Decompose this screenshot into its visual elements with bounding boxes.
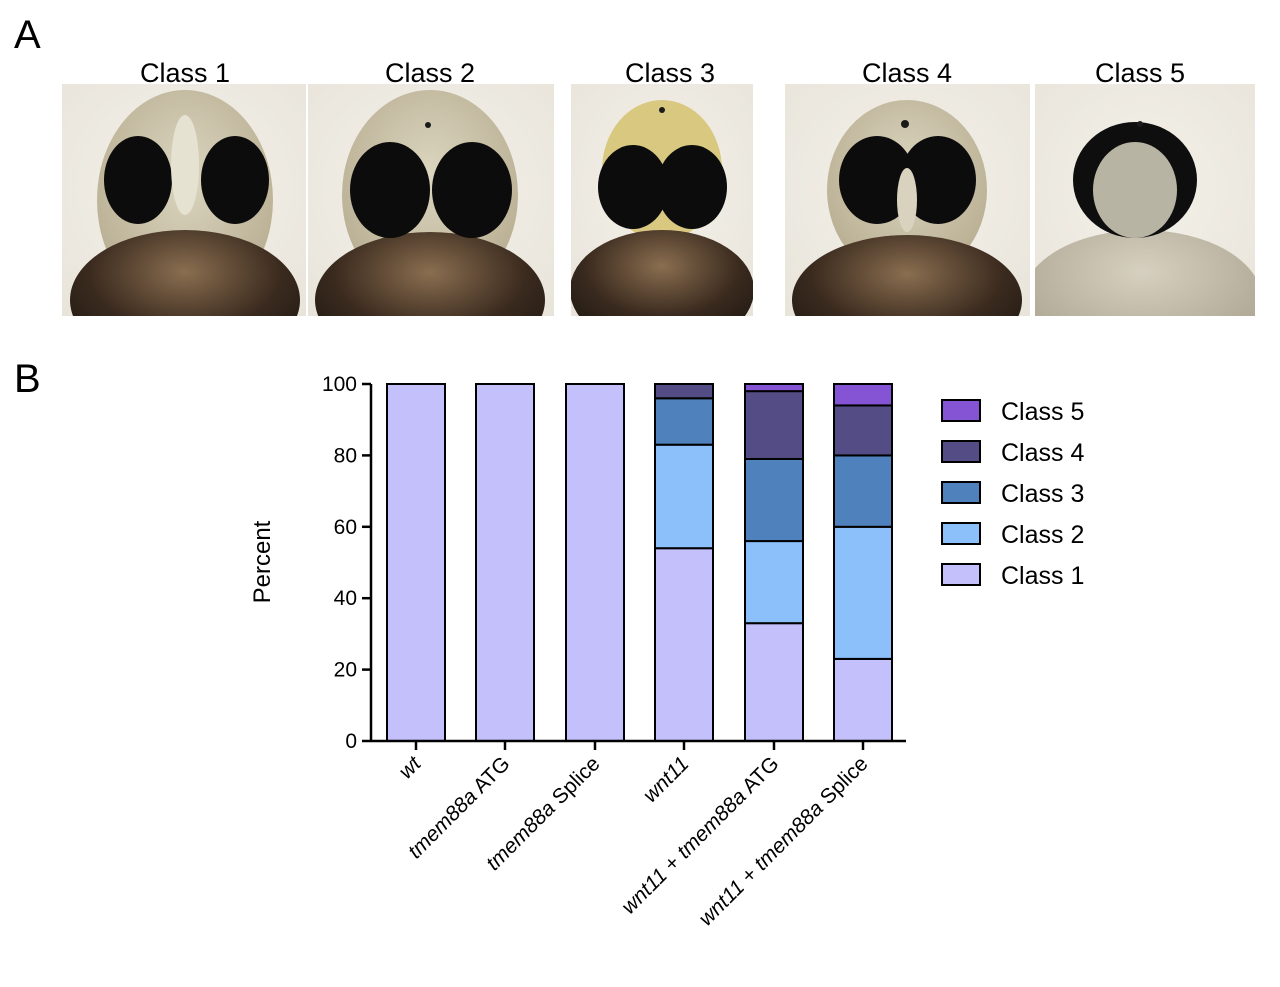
x-tick-label-part: wt	[394, 751, 426, 783]
legend: Class 5 Class 4 Class 3 Class 2 Class 1	[941, 398, 1084, 590]
bar-segment	[744, 622, 804, 742]
y-axis: 0 20 40 60 80 100	[322, 373, 373, 753]
class-title-4: Class 4	[862, 58, 952, 88]
micrograph-class-5	[1035, 84, 1255, 316]
x-tick-label-part: tmem88a	[750, 797, 828, 875]
bar-segment	[654, 397, 714, 446]
x-tick-label: wnt11 + tmem88a Splice	[694, 752, 872, 930]
class-title-1: Class 1	[140, 58, 230, 88]
bar-segment	[744, 383, 804, 393]
x-tick-label: wt	[394, 751, 426, 783]
micrograph-class-1	[62, 84, 306, 316]
legend-swatch	[941, 563, 981, 586]
bar-segment	[833, 383, 893, 407]
bar-segment	[744, 457, 804, 543]
bar-segment	[744, 540, 804, 625]
y-tick-label: 100	[322, 373, 357, 396]
y-tick-label: 20	[334, 659, 357, 682]
class-title-3: Class 3	[625, 58, 715, 88]
x-tick-label-part: tmem88a	[404, 785, 482, 863]
legend-label: Class 3	[1001, 480, 1084, 508]
x-tick-label-part: tmem88a	[673, 785, 751, 863]
x-tick-label-part: Splice	[812, 752, 873, 813]
bar-segment	[475, 383, 535, 742]
y-axis-label: Percent	[249, 520, 276, 603]
bar-segment	[833, 404, 893, 457]
class-title-2: Class 2	[385, 58, 475, 88]
legend-swatch	[941, 481, 981, 504]
legend-label: Class 4	[1001, 439, 1084, 467]
x-tick-label: wnt11	[639, 752, 694, 807]
x-tick-label-part: Splice	[544, 752, 605, 813]
bar-segment	[833, 657, 893, 743]
bar-segment	[833, 454, 893, 528]
legend-swatch	[941, 522, 981, 545]
x-tick-label-part: tmem88a	[482, 797, 560, 875]
legend-label: Class 2	[1001, 521, 1084, 549]
y-tick-label: 40	[334, 587, 357, 610]
panel-b-letter: B	[14, 357, 41, 401]
x-tick-label: wnt11 + tmem88a ATG	[617, 752, 783, 918]
y-tick-label: 0	[345, 730, 357, 753]
legend-swatch	[941, 399, 981, 422]
bar-segment	[654, 383, 714, 400]
micrograph-class-3	[571, 84, 753, 316]
bar-segment	[833, 525, 893, 660]
bar-segment	[654, 547, 714, 742]
x-tick-label-part: wnt11	[639, 752, 694, 807]
bars	[386, 383, 893, 743]
bar-segment	[386, 383, 446, 742]
bar-segment	[744, 390, 804, 460]
legend-swatch	[941, 440, 981, 463]
legend-label: Class 1	[1001, 562, 1084, 590]
bar-segment	[654, 443, 714, 550]
micrograph-class-4	[785, 84, 1030, 316]
class-title-5: Class 5	[1095, 58, 1185, 88]
legend-label: Class 5	[1001, 398, 1084, 426]
bar-segment	[565, 383, 625, 742]
y-tick-label: 60	[334, 516, 357, 539]
panel-a-letter: A	[14, 13, 41, 57]
micrograph-class-2	[308, 84, 554, 316]
y-tick-label: 80	[334, 444, 357, 467]
